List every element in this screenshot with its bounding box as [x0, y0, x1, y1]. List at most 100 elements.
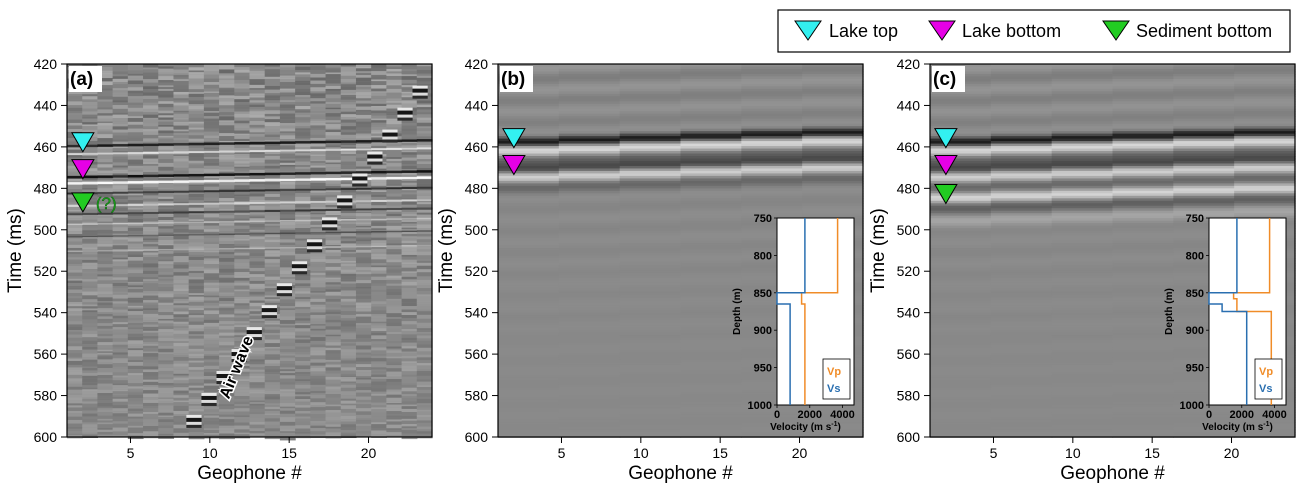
trace-sample: [82, 389, 99, 392]
trace-sample: [219, 341, 235, 346]
trace-sample: [279, 360, 296, 364]
trace-sample: [112, 341, 129, 345]
synthetic-sample: [619, 205, 682, 210]
trace-sample: [173, 167, 190, 171]
trace-sample: [386, 108, 403, 112]
trace-sample: [295, 357, 311, 361]
trace-sample: [386, 361, 403, 364]
synthetic-sample: [1112, 128, 1174, 132]
synthetic-sample: [619, 81, 682, 85]
synthetic-sample: [741, 270, 803, 274]
trace-sample: [97, 233, 114, 238]
trace-sample: [188, 129, 205, 133]
trace-sample: [234, 196, 251, 200]
trace-sample: [158, 377, 175, 380]
trace-sample: [401, 329, 418, 331]
trace-sample: [355, 161, 372, 164]
trace-sample: [188, 313, 205, 316]
trace-sample: [143, 69, 159, 73]
trace-sample: [203, 131, 220, 136]
synthetic-sample: [1234, 91, 1296, 95]
synthetic-sample: [498, 238, 560, 242]
synthetic-sample: [498, 240, 560, 244]
trace-sample: [112, 67, 129, 72]
synthetic-sample: [619, 352, 682, 356]
trace-sample: [234, 205, 251, 208]
trace-sample: [401, 412, 418, 417]
trace-sample: [249, 73, 266, 76]
synthetic-sample: [990, 68, 1053, 73]
synthetic-sample: [498, 335, 560, 339]
trace-sample: [386, 289, 403, 292]
trace-sample: [310, 417, 327, 421]
trace-sample: [143, 244, 159, 247]
trace-sample: [173, 133, 190, 135]
trace-sample: [295, 421, 311, 426]
trace-sample: [158, 431, 175, 434]
reflection-sample: [127, 181, 144, 184]
trace-sample: [325, 67, 342, 70]
trace-sample: [188, 242, 205, 247]
synthetic-sample: [558, 243, 621, 247]
trace-sample: [340, 246, 357, 250]
trace-sample: [355, 121, 372, 125]
trace-sample: [340, 370, 357, 374]
synthetic-sample: [741, 131, 803, 135]
trace-sample: [173, 421, 190, 425]
trace-sample: [279, 357, 296, 360]
synthetic-sample: [802, 64, 864, 68]
synthetic-sample: [741, 285, 803, 289]
trace-sample: [310, 125, 327, 128]
synthetic-sample: [990, 126, 1053, 130]
trace-sample: [158, 141, 175, 144]
trace-sample: [188, 289, 205, 294]
synthetic-sample: [1234, 83, 1296, 88]
trace-sample: [249, 229, 266, 232]
synthetic-sample: [741, 282, 803, 287]
trace-sample: [188, 85, 205, 90]
trace-sample: [127, 225, 144, 228]
trace-sample: [295, 109, 311, 111]
trace-sample: [416, 284, 433, 289]
trace-sample: [355, 311, 372, 315]
trace-sample: [325, 88, 342, 91]
trace-sample: [401, 213, 418, 217]
trace-sample: [234, 165, 251, 167]
trace-sample: [173, 117, 190, 120]
trace-sample: [310, 70, 327, 74]
synthetic-sample: [741, 160, 803, 165]
trace-sample: [67, 272, 83, 277]
synthetic-sample: [558, 252, 621, 257]
trace-sample: [249, 104, 266, 107]
trace-sample: [112, 272, 129, 275]
synthetic-sample: [680, 302, 742, 307]
trace-sample: [234, 326, 251, 330]
trace-sample: [188, 197, 205, 201]
trace-sample: [355, 144, 372, 146]
inset-y-tick-label: 850: [754, 288, 772, 300]
trace-sample: [401, 291, 418, 296]
synthetic-sample: [1173, 121, 1235, 125]
trace-sample: [295, 299, 311, 302]
synthetic-sample: [558, 215, 621, 219]
trace-sample: [173, 145, 190, 150]
trace-sample: [219, 241, 235, 245]
trace-sample: [310, 264, 327, 268]
synthetic-sample: [619, 165, 682, 170]
synthetic-sample: [619, 402, 682, 406]
synthetic-sample: [1112, 148, 1174, 152]
synthetic-sample: [498, 412, 560, 416]
synthetic-sample: [558, 255, 621, 259]
trace-sample: [97, 318, 114, 321]
trace-sample: [386, 318, 403, 323]
synthetic-sample: [930, 160, 992, 165]
reflection-sample: [264, 232, 281, 235]
trace-sample: [264, 98, 281, 101]
trace-sample: [143, 72, 159, 76]
trace-sample: [82, 273, 99, 276]
trace-sample: [158, 155, 175, 160]
trace-sample: [325, 167, 342, 170]
trace-sample: [97, 287, 114, 292]
trace-sample: [401, 223, 418, 226]
synthetic-sample: [680, 407, 742, 411]
